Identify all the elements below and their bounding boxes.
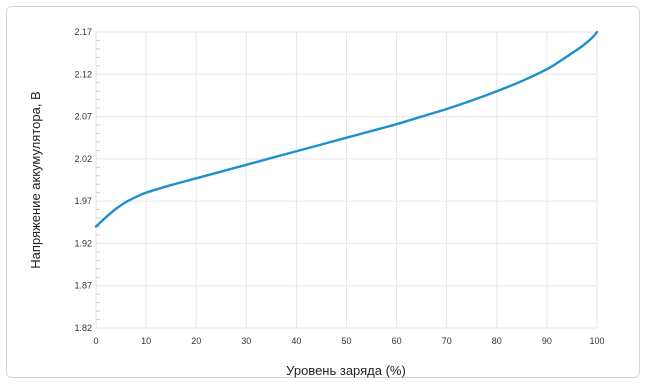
x-tick-label: 90 <box>542 336 552 346</box>
y-tick-label: 1.87 <box>74 281 92 291</box>
x-tick-label: 20 <box>191 336 201 346</box>
y-tick-label: 2.02 <box>74 154 92 164</box>
x-tick-label: 80 <box>492 336 502 346</box>
x-tick-label: 40 <box>291 336 301 346</box>
x-tick-label: 50 <box>341 336 351 346</box>
x-tick-label: 0 <box>93 336 98 346</box>
y-tick-labels: 1.82 1.87 1.92 1.97 2.02 2.07 2.12 2.17 <box>74 27 92 333</box>
x-tick-label: 30 <box>241 336 251 346</box>
x-axis-title: Уровень заряда (%) <box>286 363 406 378</box>
x-tick-label: 10 <box>141 336 151 346</box>
y-axis-title: Напряжение аккумулятора, В <box>28 91 43 268</box>
grid-lines <box>95 31 598 329</box>
y-minor-ticks <box>96 39 100 321</box>
chart-card <box>6 6 640 378</box>
y-tick-label: 1.92 <box>74 238 92 248</box>
y-tick-label: 2.17 <box>74 27 92 37</box>
y-tick-label: 1.82 <box>74 323 92 333</box>
x-tick-label: 100 <box>589 336 604 346</box>
x-tick-label: 60 <box>392 336 402 346</box>
y-tick-label: 1.97 <box>74 196 92 206</box>
y-tick-label: 2.12 <box>74 69 92 79</box>
x-tick-labels: 0 10 20 30 40 50 60 70 80 90 100 <box>93 336 604 346</box>
x-tick-label: 70 <box>442 336 452 346</box>
y-tick-label: 2.07 <box>74 112 92 122</box>
series-line <box>94 30 599 228</box>
